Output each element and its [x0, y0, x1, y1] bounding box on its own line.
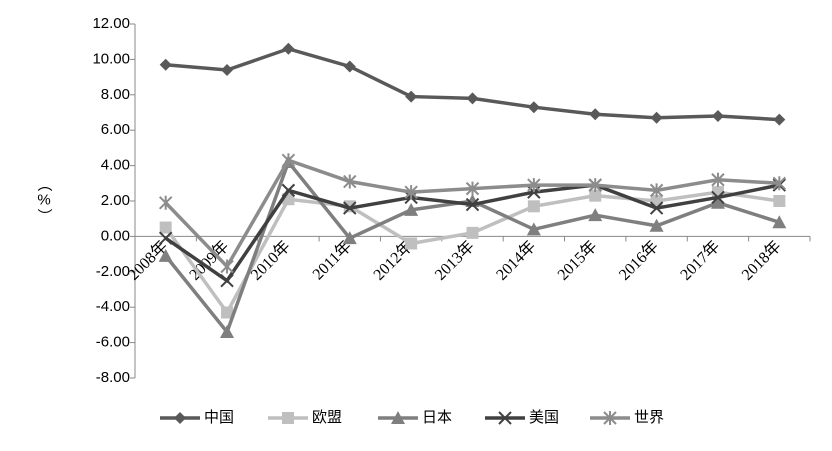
marker	[773, 195, 786, 207]
marker	[220, 324, 235, 338]
legend-item: 世界	[590, 409, 664, 426]
marker	[221, 306, 234, 319]
marker	[527, 178, 541, 193]
x-tick-label: 2017年	[677, 237, 724, 284]
marker	[391, 411, 405, 424]
marker	[649, 183, 664, 198]
marker	[589, 189, 602, 202]
marker	[466, 92, 479, 105]
marker	[588, 208, 603, 222]
marker	[527, 200, 540, 213]
marker	[466, 226, 479, 239]
marker	[711, 190, 725, 205]
marker	[773, 113, 786, 126]
legend-label: 美国	[529, 409, 559, 426]
marker	[220, 273, 234, 288]
marker	[159, 221, 172, 234]
x-tick-label: 2018年	[738, 237, 785, 284]
marker	[158, 231, 173, 245]
marker	[711, 172, 725, 187]
legend-label: 世界	[634, 409, 664, 426]
y-tick-label: -2.00	[96, 263, 130, 280]
marker	[281, 183, 296, 198]
marker	[174, 412, 186, 424]
marker	[158, 248, 173, 262]
x-tick-label: 2014年	[493, 237, 540, 284]
marker	[589, 108, 602, 121]
marker	[281, 153, 296, 168]
x-tick-label: 2016年	[615, 237, 662, 284]
marker	[465, 197, 480, 212]
marker	[282, 42, 295, 55]
y-tick-label: 10.00	[92, 50, 130, 67]
marker	[711, 110, 724, 123]
y-tick-label: -4.00	[96, 298, 130, 315]
marker	[649, 201, 664, 215]
marker	[772, 215, 787, 229]
marker	[588, 178, 602, 193]
x-tick-label: 2015年	[554, 237, 601, 284]
marker	[465, 181, 480, 196]
marker	[158, 195, 173, 210]
y-tick-label: -6.00	[96, 334, 130, 351]
marker	[405, 90, 418, 103]
marker	[282, 412, 294, 424]
y-tick-label: 4.00	[101, 157, 130, 174]
x-tick-label: 2013年	[431, 237, 478, 284]
y-tick-label: 8.00	[101, 86, 130, 103]
legend-item: 日本	[378, 409, 452, 426]
marker	[343, 60, 356, 73]
x-tick-label: 2009年	[186, 237, 233, 284]
y-tick-label: 6.00	[101, 121, 130, 138]
marker	[404, 185, 418, 200]
legend-item: 中国	[160, 409, 234, 426]
y-tick-label: -8.00	[96, 369, 130, 386]
y-axis-label: （%）	[36, 177, 53, 224]
y-tick-label: 0.00	[101, 227, 130, 244]
marker	[527, 101, 540, 114]
legend-label: 中国	[204, 409, 234, 426]
marker	[342, 231, 357, 245]
marker	[526, 222, 541, 236]
marker	[343, 201, 357, 215]
marker	[772, 176, 787, 191]
y-tick-label: 12.00	[92, 15, 130, 32]
marker	[343, 174, 357, 189]
series-line	[165, 46, 780, 122]
marker	[498, 411, 512, 425]
marker	[603, 411, 617, 425]
legend-label: 日本	[422, 409, 452, 426]
legend-label: 欧盟	[312, 409, 342, 426]
marker	[650, 111, 663, 124]
marker	[710, 195, 725, 209]
legend-item: 美国	[485, 409, 559, 426]
marker	[405, 237, 418, 250]
legend-item: 欧盟	[268, 409, 342, 426]
marker	[404, 202, 419, 216]
marker	[159, 58, 172, 71]
marker	[649, 218, 664, 232]
marker	[220, 259, 234, 274]
y-tick-label: 2.00	[101, 192, 130, 209]
marker	[221, 64, 234, 77]
